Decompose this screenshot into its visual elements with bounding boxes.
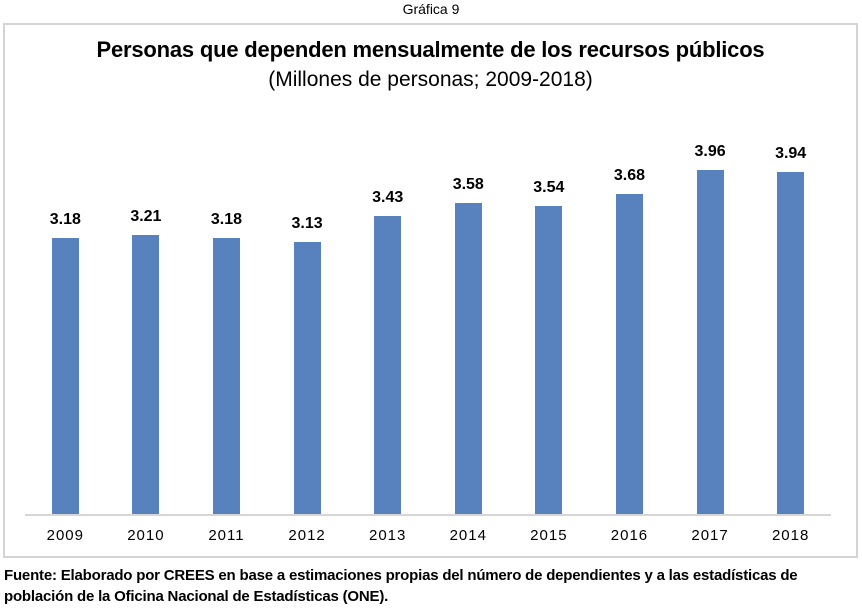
plot-area: 3.18 3.21 3.18 3.13 3.43 3.58 3.54 3.68 3.96 3.94 — [25, 123, 831, 516]
bar — [454, 203, 482, 514]
x-axis-label: 2018 — [771, 527, 810, 544]
bar-column: 3.13 — [267, 123, 348, 514]
x-axis-label: 2015 — [530, 527, 568, 544]
bar-column: 3.96 — [670, 123, 751, 514]
bar — [535, 206, 563, 514]
x-axis-label: 2009 — [46, 527, 84, 544]
bar — [212, 238, 240, 514]
figure-caption: Gráfica 9 — [402, 1, 460, 17]
chart-frame: Personas que dependen mensualmente de lo… — [3, 23, 858, 558]
bar-value-label: 3.18 — [49, 211, 81, 228]
bar-column: 3.18 — [186, 123, 267, 514]
bar-column: 3.21 — [106, 123, 187, 514]
x-axis-label: 2017 — [691, 527, 729, 544]
bar-value-label: 3.58 — [452, 176, 484, 193]
bar-value-label: 3.54 — [533, 179, 565, 196]
bar-column: 3.54 — [509, 123, 590, 514]
bar-value-label: 3.18 — [210, 211, 243, 228]
bar — [777, 172, 805, 514]
bar-column: 3.68 — [589, 123, 670, 514]
x-axis-label: 2014 — [449, 527, 487, 544]
bar — [696, 170, 724, 514]
chart-title: Personas que dependen mensualmente de lo… — [96, 37, 765, 62]
bar-column: 3.94 — [750, 123, 831, 514]
bar-column: 3.43 — [347, 123, 428, 514]
bar — [132, 235, 160, 514]
x-axis-label: 2012 — [288, 527, 326, 544]
x-axis-label: 2010 — [127, 527, 165, 544]
bar — [293, 242, 321, 514]
bar-value-label: 3.94 — [775, 145, 807, 162]
bar-column: 3.18 — [25, 123, 106, 514]
bar-value-label: 3.96 — [694, 143, 726, 160]
x-axis: 2009 2010 2011 2012 2013 2014 2015 2016 2017 2018 — [25, 516, 831, 556]
bar — [615, 194, 643, 514]
x-axis-label: 2016 — [610, 527, 649, 544]
bar-value-label: 3.68 — [613, 167, 646, 184]
chart-subtitle: (Millones de personas; 2009-2018) — [268, 68, 593, 91]
bar-value-label: 3.43 — [372, 189, 404, 206]
bar-column: 3.58 — [428, 123, 509, 514]
bar-value-label: 3.21 — [130, 208, 162, 225]
bar-value-label: 3.13 — [291, 215, 323, 232]
bar — [51, 238, 79, 514]
x-axis-label: 2011 — [208, 527, 245, 544]
source-note: Fuente: Elaborado por CREES en base a es… — [4, 567, 798, 605]
x-axis-label: 2013 — [368, 527, 407, 544]
bar — [374, 216, 402, 514]
